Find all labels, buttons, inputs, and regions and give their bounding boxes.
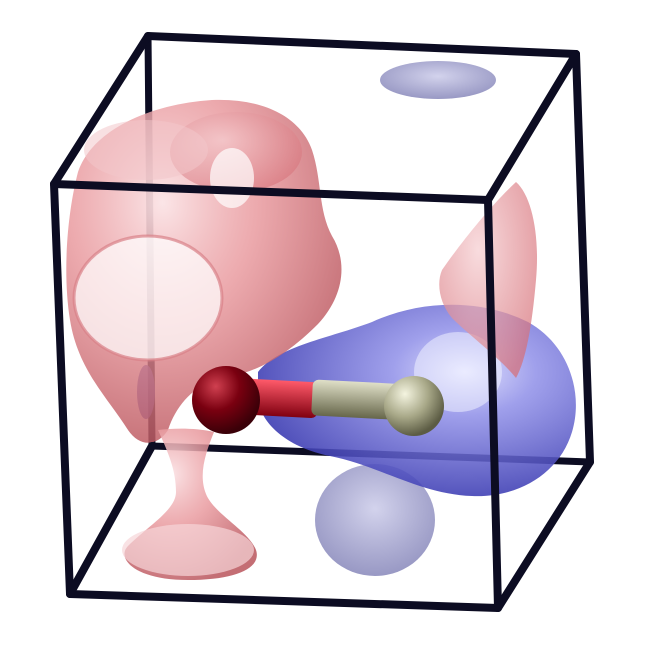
negative-lobe-top	[380, 61, 496, 99]
positive-lobe-funnel-rim	[122, 524, 254, 576]
box-edge-top-right	[484, 50, 580, 204]
oxygen-atom	[192, 366, 260, 434]
box-edge-back-right	[572, 50, 594, 466]
box-edge-front-right	[484, 196, 502, 612]
box-edge-bottom-right	[494, 458, 594, 612]
negative-lobe-bottom	[315, 464, 435, 576]
positive-lobe-cut-left	[74, 236, 222, 360]
box-edge-top-left	[50, 32, 152, 188]
hydrogen-atom	[384, 376, 444, 436]
unit-cell-front-edges	[50, 32, 594, 612]
box-edge-top-back	[144, 32, 580, 58]
box-edge-top-front	[50, 180, 492, 204]
box-edge-bottom-left	[66, 442, 156, 598]
box-edge-front-left	[50, 180, 74, 598]
box-edge-bottom-front	[66, 590, 502, 612]
positive-lobe-cut-left-rim	[72, 234, 224, 362]
positive-lobe-top-left-ring	[84, 120, 208, 180]
positive-lobe-top-hole	[210, 148, 254, 208]
